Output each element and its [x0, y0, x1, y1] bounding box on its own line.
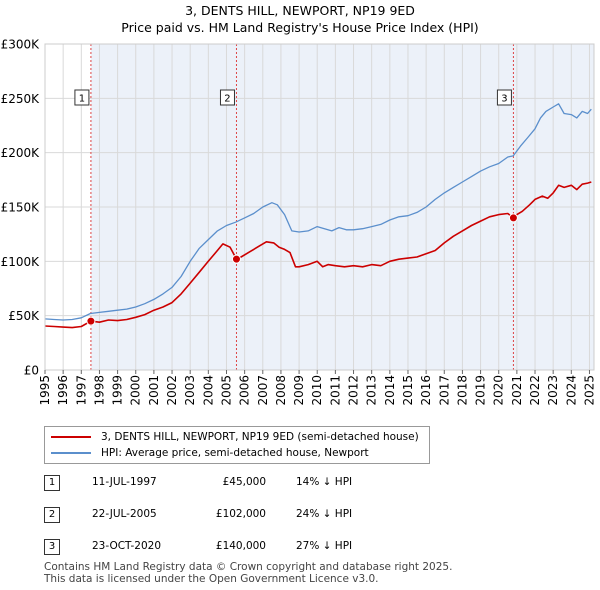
sale-number: 2 [44, 507, 60, 523]
footer-copyright: Contains HM Land Registry data © Crown c… [44, 561, 453, 573]
x-tick-label: 1998 [92, 375, 106, 406]
chart-subtitle: Price paid vs. HM Land Registry's House … [121, 20, 479, 35]
x-tick-label: 1996 [56, 375, 70, 406]
x-tick-label: 2005 [219, 375, 233, 406]
sale-box-2 [219, 89, 235, 106]
x-tick-label: 2007 [256, 375, 270, 406]
sale-row-3: 3 23-OCT-2020 £140,000 27% ↓ HPI [44, 537, 464, 557]
legend-item-hpi: HPI: Average price, semi-detached house,… [51, 445, 369, 461]
chart-title: 3, DENTS HILL, NEWPORT, NP19 9ED [185, 3, 415, 18]
sale-date: 11-JUL-1997 [92, 476, 157, 488]
sale-hpi-diff: 27% ↓ HPI [296, 540, 353, 552]
sale-point-2 [231, 254, 241, 264]
price-chart: 1 2 3 £0 £50K £100K £150K £200K £250K £300K 1995 1… [1, 38, 597, 406]
plot-frame [44, 43, 595, 371]
sale-hpi-diff: 24% ↓ HPI [296, 508, 353, 520]
sale-price: £102,000 [215, 508, 266, 520]
sale-number: 1 [44, 475, 60, 491]
y-tick-label: £50K [8, 309, 40, 323]
sale-row-1: 1 11-JUL-1997 £45,000 14% ↓ HPI [44, 473, 464, 493]
sale-points [86, 213, 518, 326]
x-tick-label: 2015 [401, 375, 415, 406]
x-tick-label: 1995 [38, 375, 52, 406]
x-tick-label: 2008 [274, 375, 288, 406]
sale-date: 22-JUL-2005 [92, 508, 157, 520]
x-tick-label: 2019 [474, 375, 488, 406]
legend: 3, DENTS HILL, NEWPORT, NP19 9ED (semi-d… [44, 426, 430, 464]
sale-box-3 [496, 89, 512, 106]
sale-number-boxes: 1 2 3 [74, 89, 512, 106]
sale-row-2: 2 22-JUL-2005 £102,000 24% ↓ HPI [44, 505, 464, 525]
x-tick-label: 2004 [201, 375, 215, 406]
sale-point-1 [86, 316, 96, 326]
x-tick-label: 2017 [437, 375, 451, 406]
y-tick-label: £200K [1, 146, 41, 160]
x-tick-label: 2022 [528, 375, 542, 406]
sale-price: £45,000 [222, 476, 266, 488]
x-tick-label: 2003 [183, 375, 197, 406]
x-tick-label: 2023 [546, 375, 560, 406]
x-tick-label: 2014 [383, 375, 397, 406]
footer-licence: This data is licensed under the Open Gov… [44, 573, 379, 585]
x-tick-label: 2009 [292, 375, 306, 406]
x-tick-label: 2024 [564, 375, 578, 406]
x-tick-label: 2002 [165, 375, 179, 406]
x-tick-label: 2018 [455, 375, 469, 406]
sale-date: 23-OCT-2020 [92, 540, 161, 552]
sale-box-1 [74, 89, 90, 106]
y-tick-label: £300K [1, 38, 41, 52]
x-tick-label: 2001 [147, 375, 161, 406]
property-price-line [44, 181, 592, 329]
sale-point-3 [508, 213, 518, 223]
x-tick-label: 1999 [111, 375, 125, 406]
sale-box-label-1: 1 [79, 94, 85, 105]
sale-box-label-3: 3 [501, 94, 507, 105]
series-lines [44, 103, 592, 329]
hpi-line [44, 103, 592, 321]
sale-hpi-diff: 14% ↓ HPI [296, 476, 353, 488]
x-tick-label: 2000 [129, 375, 143, 406]
footer: Contains HM Land Registry data © Crown c… [44, 561, 452, 585]
legend-label-property: 3, DENTS HILL, NEWPORT, NP19 9ED (semi-d… [101, 431, 419, 443]
axes: £0 £50K £100K £150K £200K £250K £300K 1995 1996 1… [1, 38, 597, 406]
legend-line-hpi [51, 452, 91, 454]
x-tick-label: 2010 [310, 375, 324, 406]
x-tick-label: 1997 [74, 375, 88, 406]
sale-number: 3 [44, 539, 60, 555]
x-tick-label: 2021 [510, 375, 524, 406]
x-tick-label: 2016 [419, 375, 433, 406]
x-tick-label: 2020 [492, 375, 506, 406]
y-tick-label: £150K [1, 201, 41, 215]
x-tick-label: 2013 [365, 375, 379, 406]
y-tick-label: £250K [1, 92, 41, 106]
chart-title-block: 3, DENTS HILL, NEWPORT, NP19 9ED Price p… [0, 2, 600, 36]
sale-box-label-2: 2 [224, 94, 230, 105]
sale-price: £140,000 [215, 540, 266, 552]
legend-label-hpi: HPI: Average price, semi-detached house,… [101, 447, 369, 459]
y-tick-label: £100K [1, 255, 41, 269]
x-tick-label: 2025 [582, 375, 596, 406]
x-tick-label: 2011 [328, 375, 342, 406]
y-tick-label: £0 [24, 364, 39, 378]
x-tick-label: 2012 [347, 375, 361, 406]
legend-item-property: 3, DENTS HILL, NEWPORT, NP19 9ED (semi-d… [51, 429, 419, 445]
legend-line-property [51, 436, 91, 438]
x-tick-label: 2006 [238, 375, 252, 406]
